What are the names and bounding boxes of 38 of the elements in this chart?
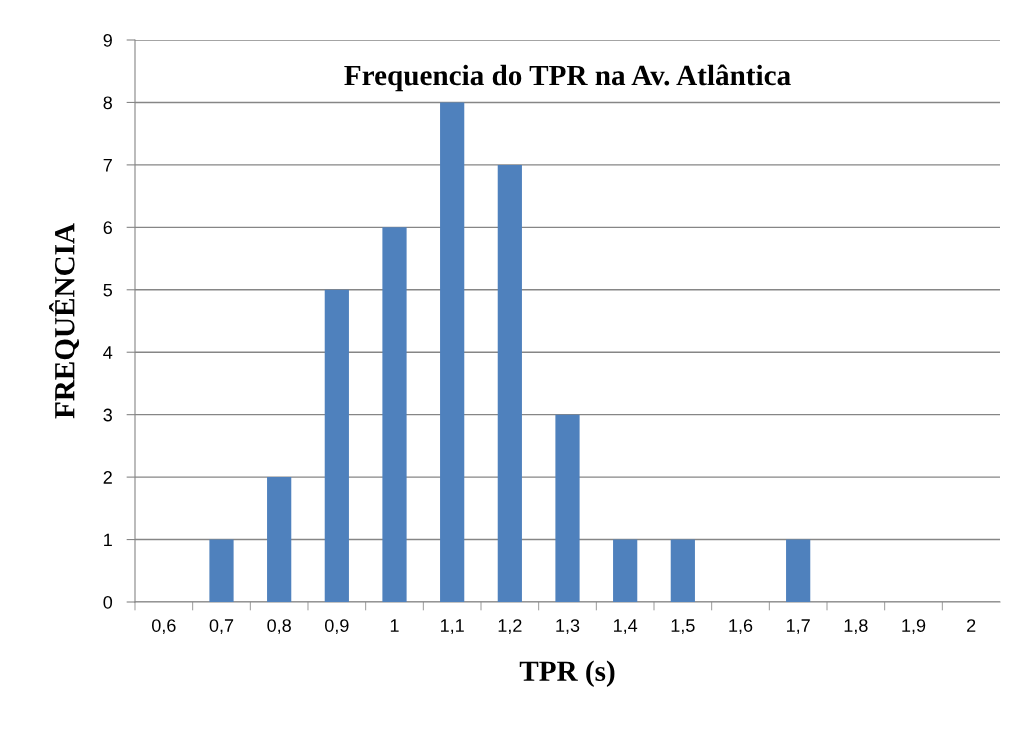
y-tick-label: 4	[103, 346, 113, 359]
x-tick-label: 1,1	[440, 619, 464, 635]
y-tick-label: 1	[104, 533, 112, 547]
x-tick-label: 0,9	[324, 619, 349, 635]
x-tick-label: 1,9	[902, 619, 926, 635]
x-tick-label: 1,3	[556, 619, 580, 635]
y-tick-label: 2	[103, 471, 112, 484]
x-tick-label: 1	[390, 619, 399, 632]
bar	[497, 164, 522, 602]
bar	[555, 414, 580, 602]
bar	[267, 477, 292, 602]
text: Frequencia do TPR na Av. Atlântica	[344, 64, 791, 92]
x-axis-title: TPR (s)	[519, 660, 615, 687]
y-tick-label: 8	[103, 96, 112, 110]
x-tick-label: 1,8	[844, 619, 868, 635]
y-tick-label: 7	[103, 159, 112, 172]
x-tick-label: 0,7	[209, 619, 234, 635]
bar	[440, 102, 465, 602]
bar	[324, 289, 349, 602]
x-tick-label: 1,4	[613, 619, 638, 635]
x-tick-label: 0,6	[151, 619, 176, 635]
bar	[209, 539, 234, 602]
bar	[786, 539, 811, 602]
y-tick-label: 0	[103, 595, 113, 609]
y-tick-label: 3	[103, 408, 112, 422]
y-tick-label: 9	[103, 33, 112, 47]
bar	[613, 539, 638, 602]
x-tick-label: 1,5	[671, 619, 695, 635]
y-axis-title: FREQUÊNCIA	[49, 223, 80, 419]
y-tick-label: 6	[103, 221, 112, 235]
bar	[670, 539, 695, 602]
bar	[382, 227, 407, 602]
x-tick-label: 2	[967, 619, 976, 632]
x-tick-label: 1,2	[498, 619, 522, 635]
x-tick-label: 1,7	[786, 619, 810, 635]
y-tick-label: 5	[103, 283, 113, 297]
x-tick-label: 1,6	[729, 619, 753, 635]
x-tick-label: 0,8	[267, 619, 291, 635]
